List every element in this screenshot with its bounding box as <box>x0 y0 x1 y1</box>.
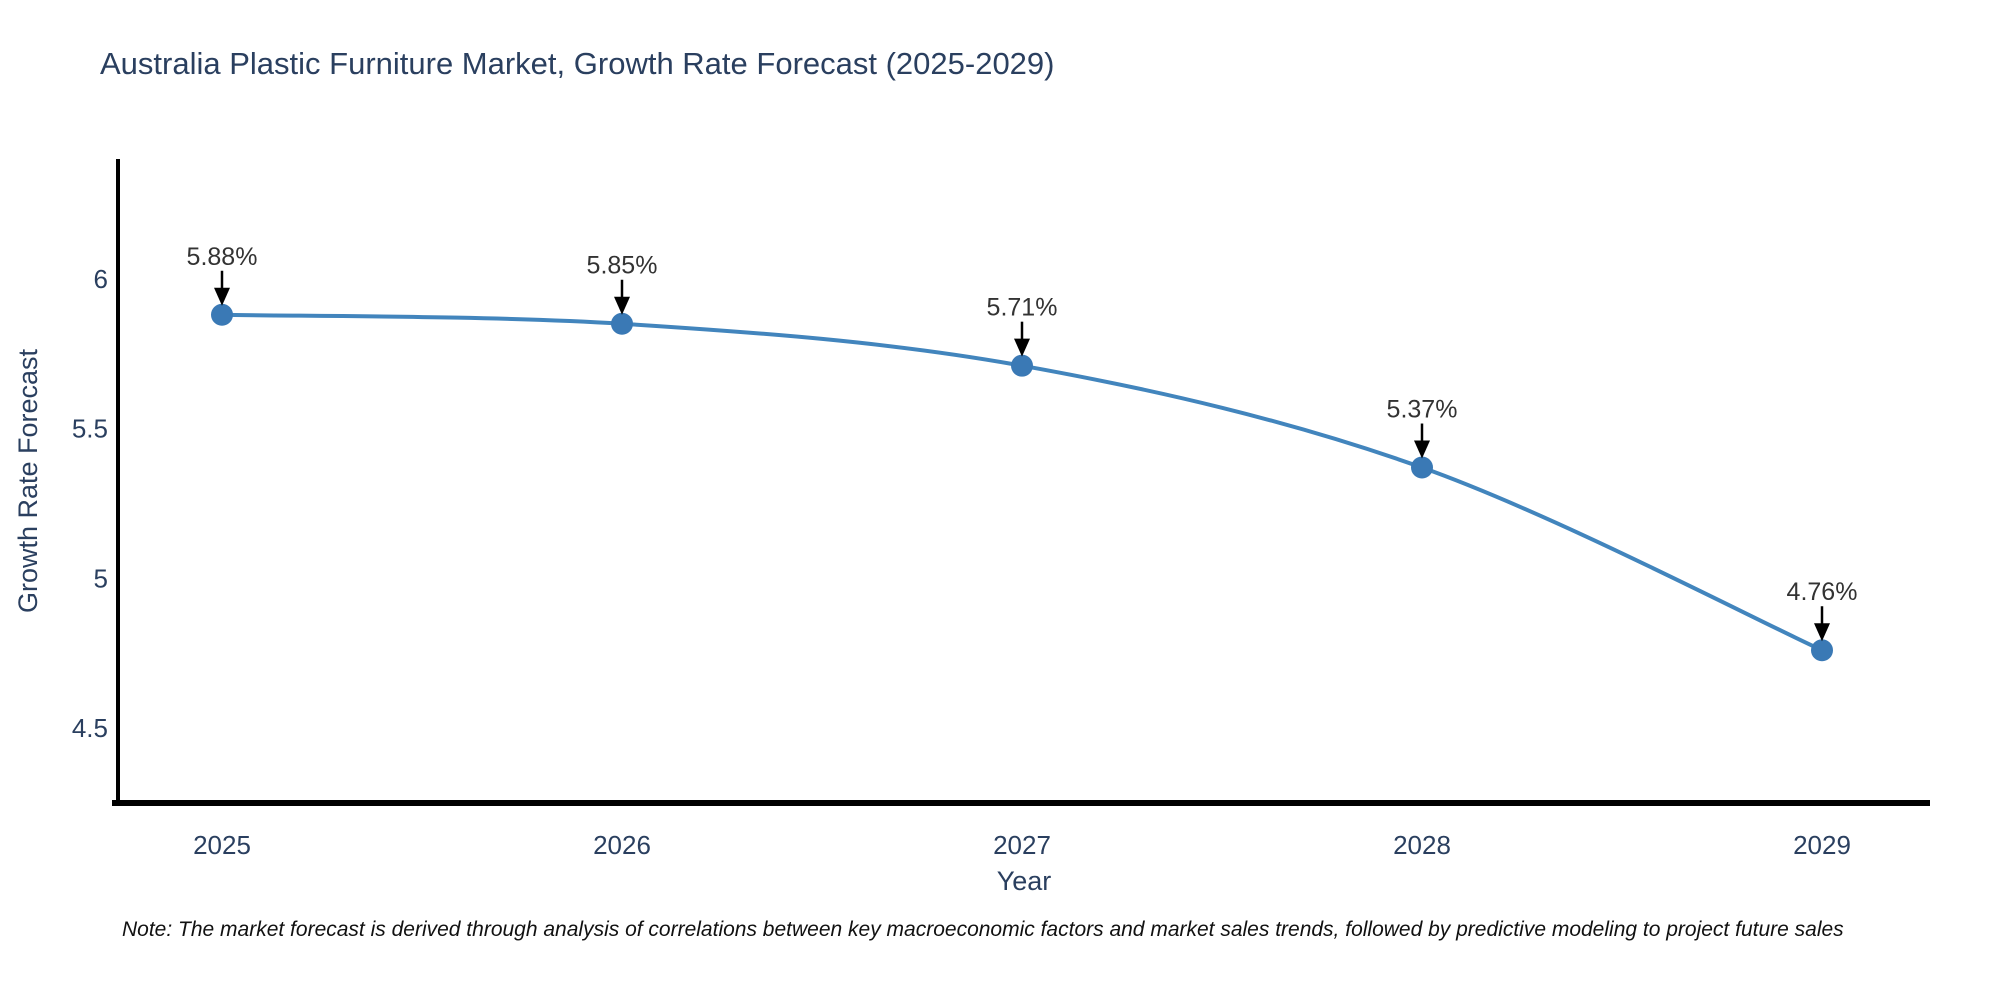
x-tick-label: 2027 <box>993 830 1051 860</box>
annotation-label: 5.71% <box>987 294 1058 322</box>
chart-title: Australia Plastic Furniture Market, Grow… <box>100 46 1055 81</box>
x-axis-title: Year <box>997 866 1052 896</box>
annotation-label: 5.85% <box>587 252 658 280</box>
y-tick-label: 6 <box>94 264 108 294</box>
footnote: Note: The market forecast is derived thr… <box>122 918 1844 941</box>
y-tick-label: 5 <box>94 563 108 593</box>
annotation-label: 4.76% <box>1787 578 1858 606</box>
annotation-label: 5.37% <box>1387 396 1458 424</box>
data-point-marker <box>1011 354 1033 377</box>
data-point-marker <box>1811 639 1833 662</box>
annotation-label: 5.88% <box>187 243 258 271</box>
x-tick-label: 2026 <box>593 830 651 860</box>
annotation-arrowhead-icon <box>1814 623 1830 642</box>
annotation-arrowhead-icon <box>614 296 630 315</box>
annotation-arrowhead-icon <box>1414 440 1430 459</box>
x-tick-label: 2025 <box>193 830 251 860</box>
annotation-arrowhead-icon <box>214 287 230 306</box>
data-point-marker <box>1411 456 1433 479</box>
y-tick-label: 5.5 <box>72 414 108 444</box>
x-tick-label: 2028 <box>1393 830 1451 860</box>
y-axis-title: Growth Rate Forecast <box>13 348 43 613</box>
data-point-marker <box>611 312 633 335</box>
annotation-arrowhead-icon <box>1014 338 1030 357</box>
data-point-marker <box>211 303 233 326</box>
y-tick-label: 4.5 <box>72 713 108 743</box>
x-tick-label: 2029 <box>1793 830 1851 860</box>
